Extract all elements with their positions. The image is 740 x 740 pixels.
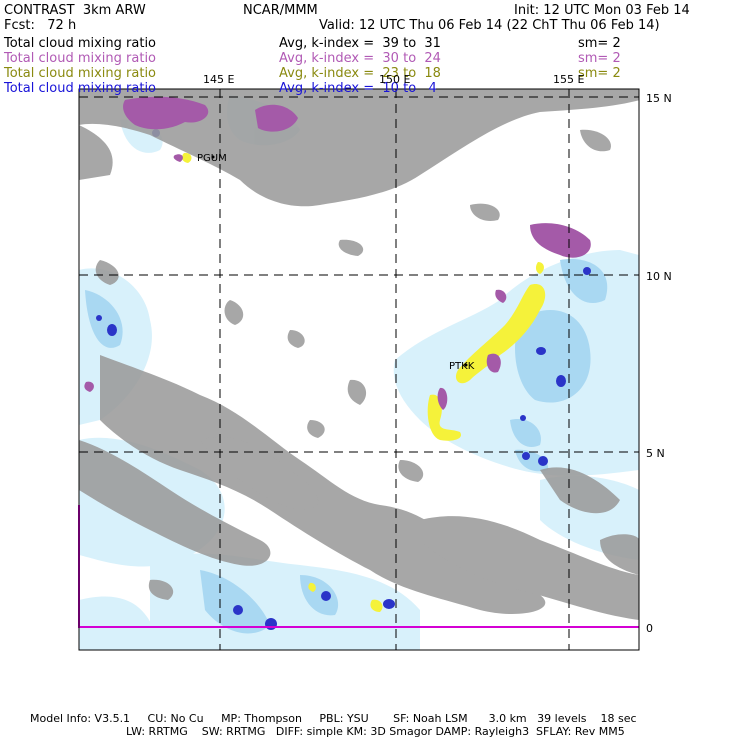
pgum-station-dot bbox=[211, 155, 215, 159]
forecast-hour: Fcst: 72 h bbox=[4, 18, 77, 33]
ptkk-station-dot bbox=[464, 363, 468, 367]
valid-time: Valid: 12 UTC Thu 06 Feb 14 (22 ChT Thu … bbox=[319, 18, 660, 33]
model-info-line-1: Model Info: V3.5.1 CU: No Cu MP: Thompso… bbox=[30, 712, 637, 725]
lat-label-15n: 15 N bbox=[646, 92, 672, 105]
legend-row-2-field: Total cloud mixing ratio bbox=[4, 51, 157, 66]
lon-label-155e: 155 E bbox=[553, 73, 585, 86]
legend-row-4-field: Total cloud mixing ratio bbox=[4, 81, 157, 96]
legend-row-4-avg: Avg, k-index = 10 to 4 bbox=[279, 81, 437, 96]
init-time: Init: 12 UTC Mon 03 Feb 14 bbox=[514, 3, 690, 18]
legend-row-2-sm: sm= 2 bbox=[578, 51, 621, 66]
legend-row-1-field: Total cloud mixing ratio bbox=[4, 36, 157, 51]
legend-row-2-avg: Avg, k-index = 30 to 24 bbox=[279, 51, 441, 66]
model-info-line-2: LW: RRTMG SW: RRTMG DIFF: simple KM: 3D … bbox=[126, 725, 625, 738]
model-title: CONTRAST 3km ARW bbox=[4, 3, 146, 18]
legend-row-3-field: Total cloud mixing ratio bbox=[4, 66, 157, 81]
lat-label-10n: 10 N bbox=[646, 270, 672, 283]
high-cloud-patches bbox=[84, 96, 591, 410]
legend-row-3-sm: sm= 2 bbox=[578, 66, 621, 81]
station-label-pgum: PGUM bbox=[197, 153, 227, 164]
low-cloud-field bbox=[79, 89, 639, 620]
lat-label-5n: 5 N bbox=[646, 447, 665, 460]
legend-row-1-avg: Avg, k-index = 39 to 31 bbox=[279, 36, 441, 51]
grid-lines bbox=[79, 89, 639, 650]
organization: NCAR/MMM bbox=[243, 3, 318, 18]
station-label-ptkk: PTKK bbox=[449, 361, 475, 372]
legend-row-3-avg: Avg, k-index = 23 to 18 bbox=[279, 66, 441, 81]
legend-row-1-sm: sm= 2 bbox=[578, 36, 621, 51]
lon-label-145e: 145 E bbox=[203, 73, 235, 86]
lon-label-150e: 150 E bbox=[379, 73, 411, 86]
lat-label-0: 0 bbox=[646, 622, 653, 635]
station-markers bbox=[211, 155, 468, 367]
map-frame bbox=[78, 88, 640, 651]
